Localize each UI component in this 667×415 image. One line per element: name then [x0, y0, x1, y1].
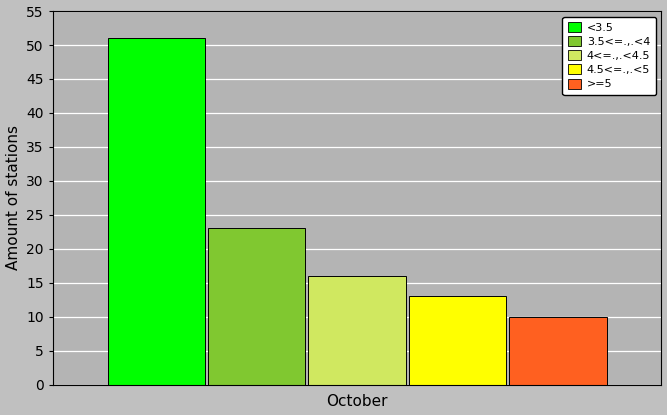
Bar [308, 276, 406, 385]
Bar [409, 296, 506, 385]
Bar [107, 38, 205, 385]
Bar [510, 317, 607, 385]
Bar [208, 229, 305, 385]
Legend: <3.5, 3.5<=.,.<4, 4<=.,.<4.5, 4.5<=.,.<5, >=5: <3.5, 3.5<=.,.<4, 4<=.,.<4.5, 4.5<=.,.<5… [562, 17, 656, 95]
Y-axis label: Amount of stations: Amount of stations [5, 125, 21, 271]
